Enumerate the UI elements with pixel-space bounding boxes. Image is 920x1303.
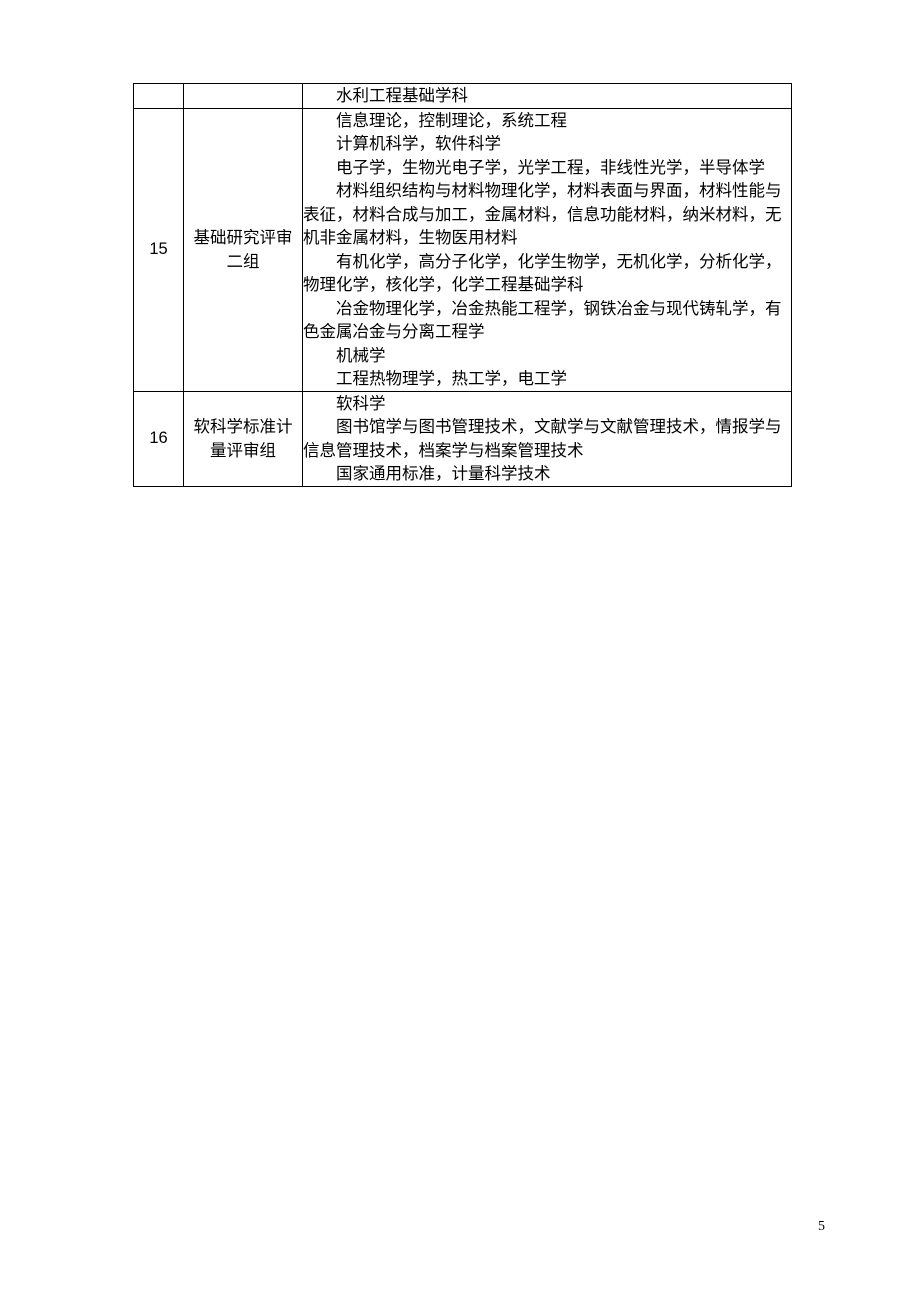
content-line: 电子学，生物光电子学，光学工程，非线性光学，半导体学 xyxy=(303,156,787,180)
row-content-cell: 水利工程基础学科 xyxy=(303,84,792,109)
table-body: 水利工程基础学科 15 基础研究评审二组 信息理论，控制理论，系统工程 计算机科… xyxy=(134,84,792,487)
content-line: 冶金物理化学，冶金热能工程学，钢铁冶金与现代铸轧学，有色金属冶金与分离工程学 xyxy=(303,297,787,344)
row-number-cell xyxy=(134,84,184,109)
content-line: 有机化学，高分子化学，化学生物学，无机化学，分析化学，物理化学，核化学，化学工程… xyxy=(303,250,787,297)
table-row: 水利工程基础学科 xyxy=(134,84,792,109)
content-line: 计算机科学，软件科学 xyxy=(303,132,787,156)
document-table-container: 水利工程基础学科 15 基础研究评审二组 信息理论，控制理论，系统工程 计算机科… xyxy=(133,83,792,487)
row-content-cell: 信息理论，控制理论，系统工程 计算机科学，软件科学 电子学，生物光电子学，光学工… xyxy=(303,108,792,391)
content-line: 水利工程基础学科 xyxy=(303,84,787,108)
content-line: 工程热物理学，热工学，电工学 xyxy=(303,367,787,391)
row-name-cell: 基础研究评审二组 xyxy=(184,108,303,391)
content-line: 国家通用标准，计量科学技术 xyxy=(303,462,787,486)
subject-table: 水利工程基础学科 15 基础研究评审二组 信息理论，控制理论，系统工程 计算机科… xyxy=(133,83,792,487)
content-line: 材料组织结构与材料物理化学，材料表面与界面，材料性能与表征，材料合成与加工，金属… xyxy=(303,179,787,250)
page-number: 5 xyxy=(818,1219,825,1235)
content-line: 机械学 xyxy=(303,344,787,368)
table-row: 16 软科学标准计量评审组 软科学 图书馆学与图书管理技术，文献学与文献管理技术… xyxy=(134,391,792,486)
table-row: 15 基础研究评审二组 信息理论，控制理论，系统工程 计算机科学，软件科学 电子… xyxy=(134,108,792,391)
row-number-cell: 15 xyxy=(134,108,184,391)
content-line: 图书馆学与图书管理技术，文献学与文献管理技术，情报学与信息管理技术，档案学与档案… xyxy=(303,415,787,462)
row-name-cell: 软科学标准计量评审组 xyxy=(184,391,303,486)
row-name-cell xyxy=(184,84,303,109)
content-line: 信息理论，控制理论，系统工程 xyxy=(303,109,787,133)
content-line: 软科学 xyxy=(303,392,787,416)
row-number-cell: 16 xyxy=(134,391,184,486)
row-content-cell: 软科学 图书馆学与图书管理技术，文献学与文献管理技术，情报学与信息管理技术，档案… xyxy=(303,391,792,486)
